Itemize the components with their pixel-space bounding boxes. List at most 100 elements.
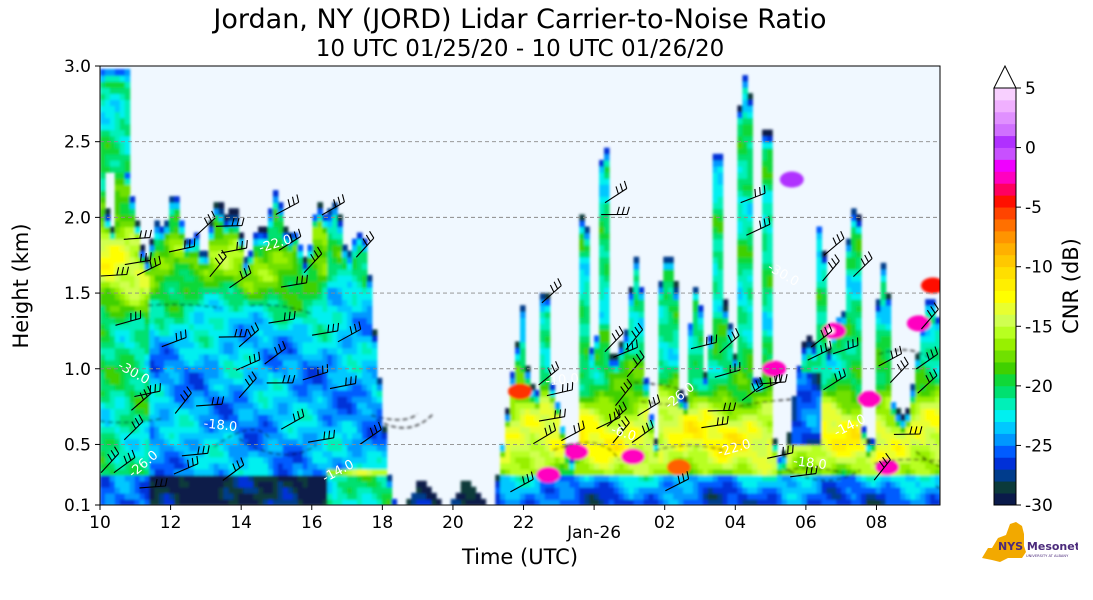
cnr-cell [119,165,126,173]
cnr-cell [579,232,585,240]
cnr-cell [337,341,343,349]
cnr-cell [119,432,126,440]
cnr-cell [559,456,566,464]
cnr-cell [119,414,126,421]
cnr-cell [233,244,239,252]
cnr-cell [134,486,141,494]
cnr-cell [742,178,748,185]
cnr-cell [757,408,763,415]
cnr-cell [663,365,669,373]
cnr-cell [322,256,328,264]
cnr-cell [752,462,758,470]
cnr-cell [253,426,259,434]
cnr-cell [139,456,146,464]
cnr-cell [529,492,536,500]
cnr-cell [208,281,215,288]
cnr-cell [342,486,348,494]
cnr-cell [846,250,852,258]
cnr-cell [223,383,230,391]
cnr-cell [717,159,724,167]
cnr-cell [228,492,235,500]
cnr-cell [272,232,279,240]
cnr-cell [268,250,274,258]
cnr-cell [188,474,195,482]
cnr-cell [663,329,669,337]
cnr-cell [342,250,348,258]
cnr-cell [287,456,294,464]
cnr-cell [737,220,743,228]
cnr-cell [119,244,126,252]
cnr-cell [638,498,645,505]
cnr-cell [816,462,823,470]
cnr-cell [208,232,215,240]
cnr-cell [218,347,225,355]
cnr-cell [124,341,131,349]
cnr-cell [218,317,225,325]
cnr-cell [253,347,259,355]
cnr-cell [747,196,753,203]
cnr-cell [164,420,170,427]
cnr-cell [673,420,679,427]
cnr-cell [618,486,625,494]
cnr-cell [539,498,546,505]
cnr-cell [114,486,121,494]
cnr-cell [366,311,373,318]
cnr-cell [707,359,714,367]
cnr-cell [139,359,146,367]
cnr-cell [697,347,704,355]
cnr-cell [124,408,131,415]
cnr-cell [332,402,338,409]
cnr-cell [144,480,151,488]
cnr-cell [213,299,220,306]
cnr-cell [712,208,719,216]
cnr-cell [663,305,669,312]
cnr-cell [124,93,131,100]
cnr-cell [613,462,620,470]
cnr-cell [767,238,773,246]
cnr-cell [233,226,239,234]
cnr-cell [366,432,373,440]
cnr-cell [184,256,190,264]
cnr-cell [307,377,314,385]
cnr-cell [154,305,160,312]
cnr-cell [297,287,304,294]
cnr-cell [218,226,225,234]
cnr-cell [134,492,141,500]
cnr-cell [129,287,136,294]
cnr-cell [193,268,200,276]
cnr-cell [312,468,319,476]
cnr-cell [263,244,269,252]
cnr-cell [159,226,165,234]
cnr-cell [312,274,319,282]
cnr-cell [100,293,106,300]
cnr-cell [287,293,294,300]
cnr-cell [846,317,852,325]
cnr-cell [836,456,842,464]
cnr-cell [520,462,526,470]
cnr-cell [139,402,146,409]
cnr-cell [658,329,664,337]
cnr-cell [322,305,328,312]
cnr-cell [594,335,600,343]
cnr-cell [154,244,160,252]
cnr-cell [727,480,734,488]
cnr-cell [717,468,724,476]
cnr-cell [198,383,205,391]
cnr-cell [692,353,699,361]
cnr-cell [376,444,383,452]
cnr-cell [673,390,679,397]
cnr-cell [258,244,264,252]
cnr-cell [347,444,353,452]
cnr-cell [109,232,116,240]
cnr-cell [352,402,358,409]
cnr-cell [668,450,674,458]
cnr-cell [332,299,338,306]
cnr-cell [277,456,284,464]
cnr-cell [673,498,679,505]
cnr-cell [826,377,832,385]
cnr-cell [302,390,309,397]
cnr-cell [801,402,808,409]
cnr-cell [668,256,674,264]
cnr-cell [692,293,699,300]
cnr-cell [218,450,225,458]
